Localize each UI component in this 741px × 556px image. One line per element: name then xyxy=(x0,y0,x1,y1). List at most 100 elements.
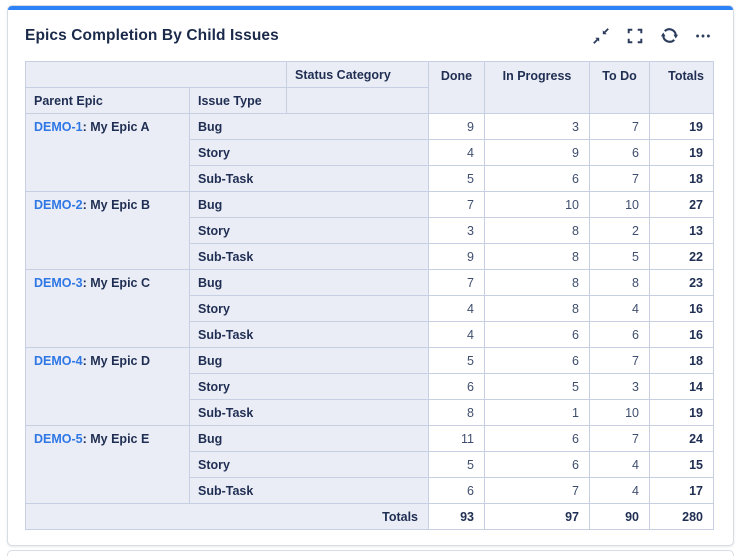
issue-type-cell: Sub-Task xyxy=(189,399,429,426)
issue-type-cell: Sub-Task xyxy=(189,165,429,192)
value-cell: 10 xyxy=(589,191,650,218)
parent-epic-cell: DEMO-3: My Epic C xyxy=(25,269,190,348)
value-cell: 7 xyxy=(589,347,650,374)
value-cell: 7 xyxy=(428,269,485,296)
table-row: DEMO-4: My Epic D Bug 5 6 7 18 xyxy=(25,347,714,426)
epic-name: : My Epic A xyxy=(82,120,150,134)
epic-name: : My Epic C xyxy=(82,276,150,290)
row-total-cell: 23 xyxy=(649,269,714,296)
value-cell: 11 xyxy=(428,425,485,452)
value-cell: 8 xyxy=(484,269,590,296)
row-total-cell: 16 xyxy=(649,295,714,322)
table-body: DEMO-1: My Epic A Bug 9 3 7 19 Story 4 9 6 19 Sub-T… xyxy=(25,113,714,504)
value-cell: 7 xyxy=(589,165,650,192)
value-cell: 6 xyxy=(589,139,650,166)
table-row: DEMO-3: My Epic C Bug 7 8 8 23 xyxy=(25,269,714,348)
totals-grand: 280 xyxy=(649,503,714,530)
value-cell: 9 xyxy=(428,243,485,270)
totals-done: 93 xyxy=(428,503,485,530)
value-cell: 8 xyxy=(484,295,590,322)
table-row: Story 6 5 3 14 xyxy=(26,373,714,400)
value-cell: 6 xyxy=(484,425,590,452)
column-header-done: Done xyxy=(428,61,485,114)
table-row: Sub-Task 8 1 10 19 xyxy=(26,399,714,426)
issue-type-cell: Story xyxy=(189,217,429,244)
row-total-cell: 19 xyxy=(649,399,714,426)
value-cell: 7 xyxy=(589,425,650,452)
row-total-cell: 27 xyxy=(649,191,714,218)
value-cell: 9 xyxy=(428,113,485,140)
value-cell: 5 xyxy=(484,373,590,400)
epic-name: : My Epic D xyxy=(82,354,150,368)
gadget-toolbar xyxy=(591,26,713,46)
header-blank-cell xyxy=(286,87,429,114)
issue-type-cell: Story xyxy=(189,139,429,166)
issue-type-cell: Story xyxy=(189,295,429,322)
value-cell: 6 xyxy=(428,373,485,400)
expand-icon[interactable] xyxy=(625,26,645,46)
row-total-cell: 17 xyxy=(649,477,714,504)
refresh-icon[interactable] xyxy=(659,26,679,46)
value-cell: 5 xyxy=(589,243,650,270)
parent-epic-cell: DEMO-4: My Epic D xyxy=(25,347,190,426)
totals-row: Totals 93 97 90 280 xyxy=(25,503,714,530)
value-cell: 6 xyxy=(484,321,590,348)
value-cell: 4 xyxy=(428,295,485,322)
value-cell: 4 xyxy=(589,451,650,478)
row-total-cell: 19 xyxy=(649,139,714,166)
corner-blank-cell xyxy=(25,61,287,88)
totals-row-label: Totals xyxy=(25,503,429,530)
parent-epic-cell: DEMO-1: My Epic A xyxy=(25,113,190,192)
value-cell: 9 xyxy=(484,139,590,166)
table-row: DEMO-5: My Epic E Bug 11 6 7 24 xyxy=(25,425,714,504)
value-cell: 5 xyxy=(428,347,485,374)
epic-name: : My Epic B xyxy=(82,198,150,212)
table-row: DEMO-1: My Epic A Bug 9 3 7 19 xyxy=(25,113,714,192)
table-row: Sub-Task 6 7 4 17 xyxy=(26,477,714,504)
next-gadget-edge xyxy=(7,550,734,556)
issue-type-header: Issue Type xyxy=(189,87,287,114)
epic-link[interactable]: DEMO-1 xyxy=(34,120,83,134)
issue-type-cell: Bug xyxy=(189,425,429,452)
value-cell: 6 xyxy=(484,451,590,478)
value-cell: 8 xyxy=(484,243,590,270)
value-cell: 3 xyxy=(589,373,650,400)
more-icon[interactable] xyxy=(693,26,713,46)
epic-link[interactable]: DEMO-4 xyxy=(34,354,83,368)
table-row: Sub-Task 5 6 7 18 xyxy=(26,165,714,192)
value-cell: 8 xyxy=(428,399,485,426)
value-cell: 5 xyxy=(428,451,485,478)
collapse-icon[interactable] xyxy=(591,26,611,46)
value-cell: 8 xyxy=(589,269,650,296)
table-header: Status Category Done In Progress To Do T… xyxy=(25,61,714,114)
page-title: Epics Completion By Child Issues xyxy=(25,26,279,44)
parent-epic-header: Parent Epic xyxy=(25,87,190,114)
epic-link[interactable]: DEMO-5 xyxy=(34,432,83,446)
totals-to-do: 90 xyxy=(589,503,650,530)
epic-name: : My Epic E xyxy=(82,432,150,446)
table-footer: Totals 93 97 90 280 xyxy=(25,503,714,530)
issue-type-cell: Bug xyxy=(189,347,429,374)
value-cell: 7 xyxy=(484,477,590,504)
row-total-cell: 24 xyxy=(649,425,714,452)
issue-type-cell: Bug xyxy=(189,113,429,140)
status-category-header: Status Category xyxy=(286,61,429,88)
table-row: DEMO-2: My Epic B Bug 7 10 10 27 xyxy=(25,191,714,270)
header-row-bottom: Parent Epic Issue Type xyxy=(25,87,714,114)
row-total-cell: 18 xyxy=(649,165,714,192)
value-cell: 2 xyxy=(589,217,650,244)
value-cell: 7 xyxy=(428,191,485,218)
epic-link[interactable]: DEMO-3 xyxy=(34,276,83,290)
parent-epic-cell: DEMO-2: My Epic B xyxy=(25,191,190,270)
value-cell: 6 xyxy=(484,347,590,374)
issue-type-cell: Story xyxy=(189,451,429,478)
value-cell: 4 xyxy=(589,477,650,504)
value-cell: 6 xyxy=(589,321,650,348)
epic-link[interactable]: DEMO-2 xyxy=(34,198,83,212)
issue-type-cell: Sub-Task xyxy=(189,321,429,348)
value-cell: 1 xyxy=(484,399,590,426)
issue-type-cell: Story xyxy=(189,373,429,400)
gadget-header: Epics Completion By Child Issues xyxy=(8,10,733,61)
row-total-cell: 16 xyxy=(649,321,714,348)
column-header-totals: Totals xyxy=(649,61,714,114)
